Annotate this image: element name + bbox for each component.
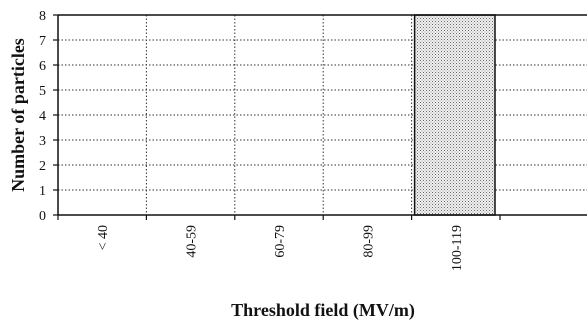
x-tick-label: 40-59 bbox=[185, 225, 200, 258]
y-tick-label: 6 bbox=[39, 59, 46, 74]
y-axis-title: Number of particles bbox=[8, 38, 28, 192]
y-tick-label: 8 bbox=[39, 9, 46, 24]
x-tick-label: 100-119 bbox=[450, 225, 465, 271]
y-tick-label: 7 bbox=[39, 34, 46, 49]
y-tick-labels: 0 1 2 3 4 5 6 7 8 bbox=[39, 9, 46, 224]
y-tick-label: 5 bbox=[39, 84, 46, 99]
y-tick-label: 0 bbox=[39, 209, 46, 224]
axes bbox=[53, 14, 587, 220]
x-axis-title: Threshold field (MV/m) bbox=[231, 300, 415, 321]
x-tick-label: < 40 bbox=[96, 225, 111, 250]
gridlines bbox=[58, 15, 587, 215]
y-tick-label: 3 bbox=[39, 134, 46, 149]
x-tick-label: 80-99 bbox=[361, 225, 376, 258]
y-tick-label: 4 bbox=[39, 109, 46, 124]
y-tick-label: 2 bbox=[39, 159, 46, 174]
x-tick-labels: < 40 40-59 60-79 80-99 100-119 bbox=[96, 225, 465, 271]
y-tick-label: 1 bbox=[39, 184, 46, 199]
bars bbox=[413, 14, 496, 216]
bar-100-119 bbox=[413, 14, 496, 216]
x-tick-label: 60-79 bbox=[273, 225, 288, 258]
